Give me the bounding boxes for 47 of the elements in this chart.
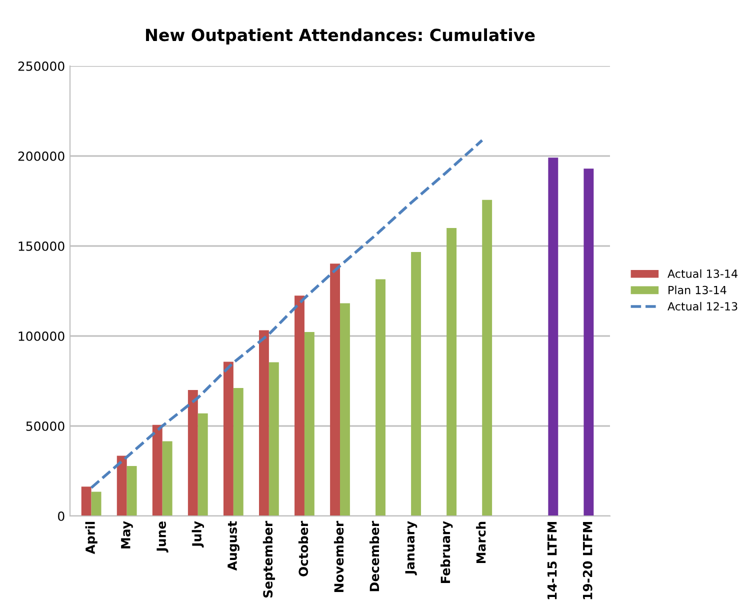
bar xyxy=(223,362,234,516)
legend-label: Actual 13-14 xyxy=(668,269,738,278)
bar xyxy=(294,296,304,516)
y-tick-label: 150000 xyxy=(18,241,64,251)
bar xyxy=(411,252,421,516)
line-series xyxy=(90,138,484,490)
bar xyxy=(548,158,558,516)
x-tick-label: August xyxy=(228,521,240,571)
bar xyxy=(584,168,594,516)
x-tick-label: July xyxy=(192,521,204,548)
bar xyxy=(330,264,340,516)
bar xyxy=(268,362,279,516)
x-tick-label: October xyxy=(298,520,308,576)
y-tick-label: 250000 xyxy=(18,61,64,71)
y-tick-label: 100000 xyxy=(18,331,64,341)
bar xyxy=(482,200,492,516)
bar xyxy=(340,303,350,516)
x-tick-label: June xyxy=(156,521,168,552)
x-tick-label: March xyxy=(476,522,486,564)
x-tick-label: February xyxy=(440,521,453,583)
y-tick-label: 200000 xyxy=(18,151,64,161)
bar xyxy=(259,330,269,516)
y-tick-label: 50000 xyxy=(26,421,64,431)
bar xyxy=(126,466,137,516)
bar xyxy=(91,492,102,516)
legend-label: Plan 13-14 xyxy=(668,286,726,294)
bar xyxy=(152,424,162,516)
x-tick-label: 14-15 LTFM xyxy=(547,522,557,600)
bar xyxy=(188,390,198,516)
bar xyxy=(116,456,127,516)
bar xyxy=(233,388,244,516)
bar xyxy=(198,413,208,516)
x-tick-label: November xyxy=(334,520,344,592)
bar xyxy=(162,441,172,516)
x-tick-label: December xyxy=(369,520,380,592)
y-tick-label: 0 xyxy=(58,511,64,521)
x-tick-label: January xyxy=(405,521,418,576)
legend-label: Actual 12-13 xyxy=(668,302,738,311)
bar xyxy=(304,332,314,516)
bar xyxy=(376,279,386,516)
x-tick-label: May xyxy=(121,521,133,548)
x-tick-label: April xyxy=(85,522,98,554)
chart-title: New Outpatient Attendances: Cumulative xyxy=(146,28,535,44)
bar xyxy=(81,486,92,516)
bar xyxy=(446,228,457,516)
x-tick-label: September xyxy=(262,520,275,598)
x-tick-label: 19-20 LTFM xyxy=(582,522,592,600)
